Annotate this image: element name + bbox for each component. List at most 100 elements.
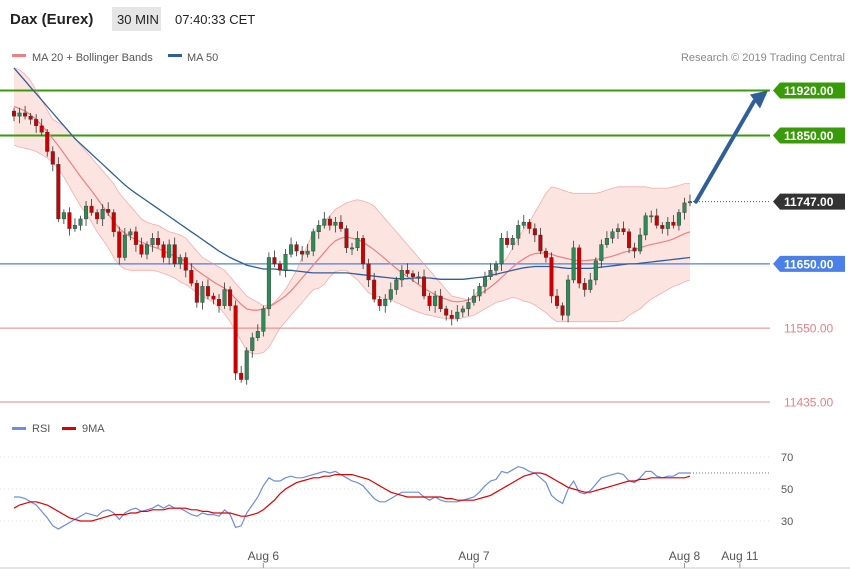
candle-body [28,115,33,120]
candle [632,242,637,259]
candle-body [128,231,133,236]
candle [610,228,615,244]
candle-body [167,244,172,258]
candle-body [416,276,421,279]
rsi-ma-legend-label: 9MA [82,423,105,435]
candle-body [444,308,449,316]
candle [416,271,421,284]
candle-body [427,295,432,306]
candle [383,294,388,313]
candle [676,209,681,231]
candle-body [521,221,526,226]
candle-body [627,231,632,249]
candle [372,272,377,303]
candle-body [588,279,593,290]
candle [355,231,360,252]
candle-body [399,270,404,281]
candle [593,257,598,286]
candle [488,263,493,280]
candle [665,217,670,236]
candle-body [338,221,343,229]
candle [621,221,626,235]
candle [427,292,432,311]
candle [133,226,138,252]
rsi-legend-swatch [12,427,26,430]
candle [139,237,144,258]
rsi-panel: 30 50 70 [0,452,850,569]
candle-body [405,270,410,274]
candle [449,310,454,326]
candle [588,272,593,293]
candle-body [89,205,94,213]
bollinger-band-fill [14,68,690,354]
candle-body [305,250,310,255]
level-label-11920: 11920.00 [773,82,845,99]
candle-body [505,238,510,245]
candle-body [604,238,609,245]
candle-body [532,228,537,236]
candle-body [283,254,288,271]
bollinger-legend-label: MA 20 + Bollinger Bands [32,52,153,64]
candle-body [156,238,161,245]
candle-body [233,305,238,374]
candle-body [172,244,177,265]
candle-body [494,263,499,271]
candle [571,240,576,284]
x-axis: Aug 6 Aug 7 Aug 8 Aug 11 [248,549,759,568]
candle [643,212,648,241]
candle-body [649,215,654,218]
candle [477,283,482,302]
candle [172,237,177,268]
level-label-11850: 11850.00 [773,127,845,144]
candle [566,274,571,323]
candle-body [615,228,620,232]
x-tick-label: Aug 6 [248,549,280,563]
candle-body [665,221,670,229]
candle [50,146,55,172]
candle-body [355,238,360,249]
candle [555,288,560,309]
candle [422,269,427,300]
level-label-bg [773,255,845,272]
candle [577,244,582,289]
candle-body [333,221,338,226]
candle [28,112,33,125]
candle-body [144,244,149,255]
candle [222,282,227,309]
candle-body [45,132,50,152]
candle-body [410,273,415,277]
level-label-11550: 11550.00 [773,320,845,337]
bollinger-lower-line [13,144,691,355]
candle [200,281,205,310]
candle [300,245,305,262]
candle [394,276,399,295]
candle-body [178,257,183,265]
candle [67,207,72,236]
candle [311,228,316,257]
candle [277,260,282,276]
rsi-tick-50: 50 [781,484,793,496]
candle [266,252,271,316]
candle-body [593,260,598,281]
candle [194,279,199,308]
rsi-tick-30: 30 [781,516,793,528]
rsi-ma-legend-swatch [62,427,76,430]
candle-body [150,238,155,245]
candle-body [11,110,16,117]
candle-body [455,311,460,319]
level-label-bg [773,193,845,210]
candle-body [300,250,305,255]
candle [144,241,149,260]
rsi-legend-label: RSI [32,423,50,435]
candle [688,194,693,207]
candle-body [311,231,316,252]
rsi-line [14,465,690,530]
candle-body [510,238,515,245]
candle-body [682,202,687,213]
candle [106,202,111,216]
candle-body [228,289,233,306]
candle-body [621,228,626,232]
candle-body [194,282,199,303]
candle [516,220,521,246]
candle [122,227,127,261]
